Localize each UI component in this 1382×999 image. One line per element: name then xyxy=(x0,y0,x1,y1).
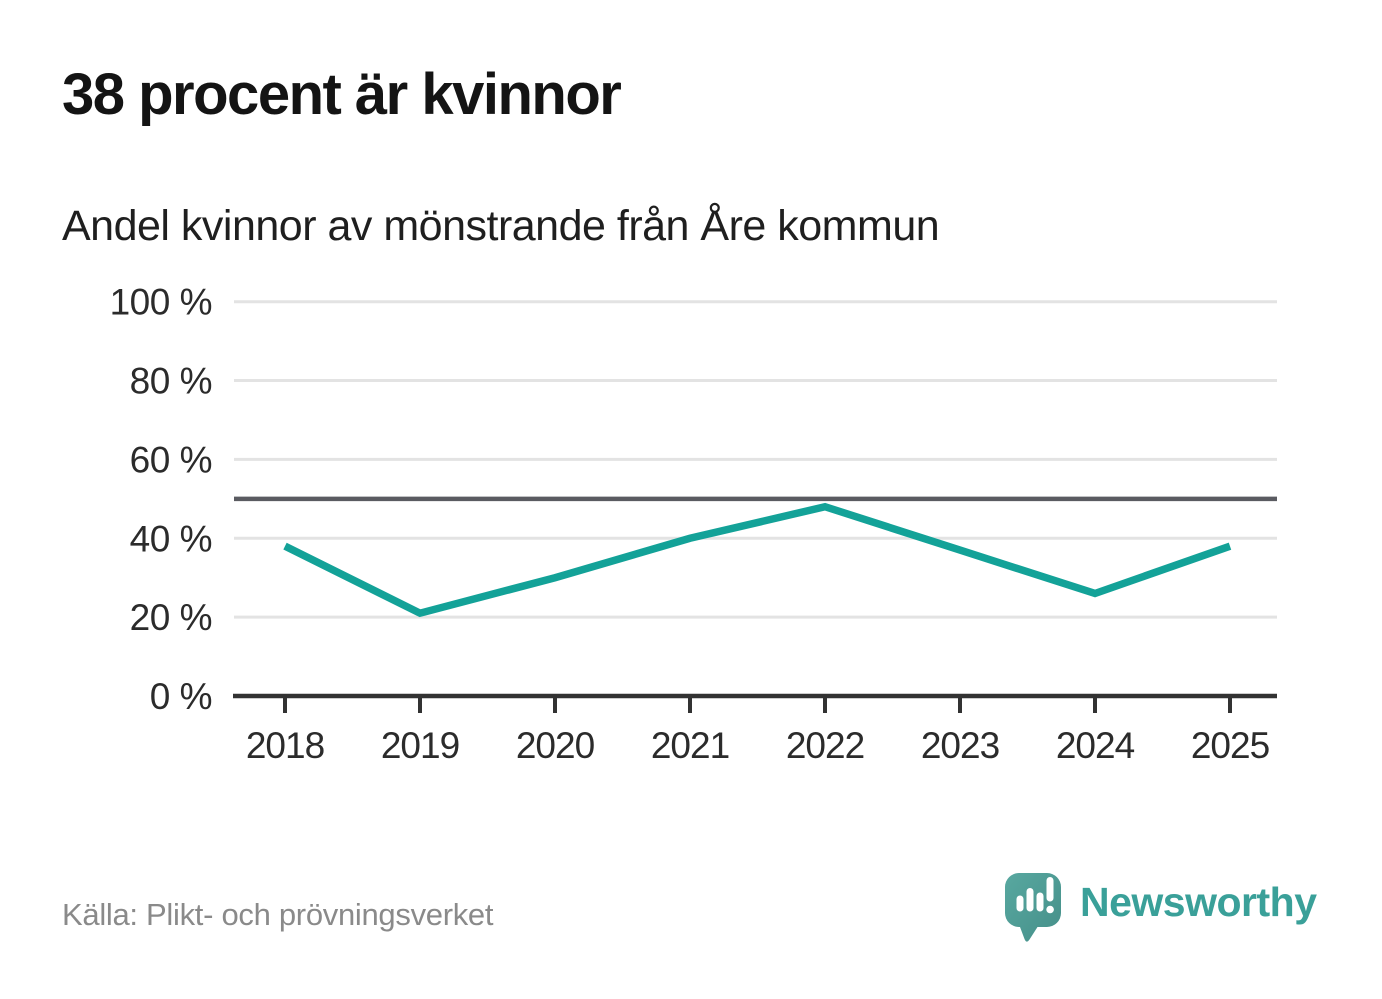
data-line xyxy=(283,502,1232,618)
newsworthy-logo-text: Newsworthy xyxy=(1080,879,1317,925)
y-axis-label: 60 % xyxy=(130,439,212,480)
x-axis-label: 2025 xyxy=(1191,725,1270,766)
y-axis-label: 20 % xyxy=(130,597,212,638)
y-axis-labels: 100 % 80 % 60 % 40 % 20 % 0 % xyxy=(110,282,213,717)
bar-chart-glyph xyxy=(1016,888,1044,912)
x-axis-label: 2018 xyxy=(246,725,324,766)
gridlines xyxy=(234,300,1277,619)
y-axis-label: 100 % xyxy=(110,282,212,323)
x-axis-label: 2022 xyxy=(786,725,864,766)
y-axis-label: 0 % xyxy=(150,676,212,717)
newsworthy-logo-icon xyxy=(1005,873,1061,942)
x-axis-label: 2019 xyxy=(381,725,459,766)
newsworthy-logo: Newsworthy xyxy=(1004,872,1317,950)
x-axis-label: 2023 xyxy=(921,725,999,766)
data-line-group xyxy=(283,502,1232,618)
x-axis-label: 2024 xyxy=(1056,725,1135,766)
chart-title: 38 procent är kvinnor xyxy=(62,62,622,127)
chart-subtitle: Andel kvinnor av mönstrande från Åre kom… xyxy=(62,202,940,250)
x-axis-labels: 2018 2019 2020 2021 2022 2023 2024 2025 xyxy=(246,725,1271,766)
x-axis-label: 2021 xyxy=(651,725,729,766)
x-axis-label: 2020 xyxy=(516,725,595,766)
y-axis-label: 40 % xyxy=(130,518,212,559)
x-axis-group xyxy=(233,693,1277,713)
y-axis-label: 80 % xyxy=(130,361,212,402)
source-caption: Källa: Plikt- och prövningsverket xyxy=(62,897,494,932)
exclamation-glyph xyxy=(1046,877,1054,914)
